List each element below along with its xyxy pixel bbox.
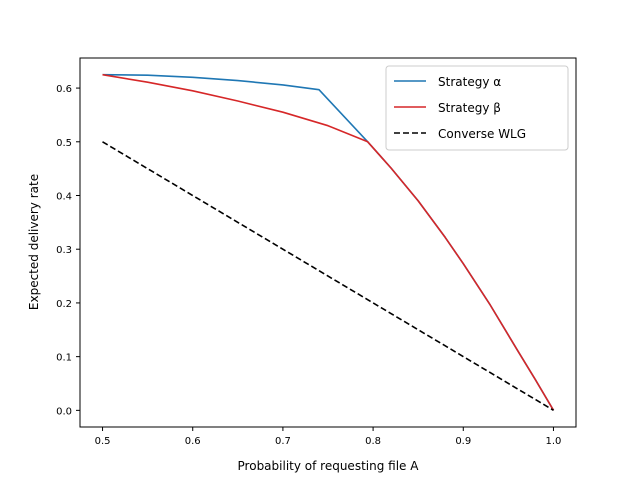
x-axis-label: Probability of requesting file A <box>238 459 420 473</box>
legend-label-1: Strategy α <box>438 75 501 89</box>
plot-frame <box>79 57 577 428</box>
y-tick-label: 0.3 <box>56 245 72 256</box>
series-line-2 <box>102 73 555 411</box>
legend-label-3: Converse WLG <box>438 127 526 141</box>
legend-box <box>385 65 569 151</box>
x-tick-label: 0.9 <box>455 436 471 447</box>
y-tick-label: 0.2 <box>56 299 72 310</box>
x-tick-label: 0.6 <box>185 436 201 447</box>
x-axis: 0.5 0.6 0.7 0.8 0.9 1.0 <box>95 427 562 447</box>
legend-label-2: Strategy β <box>438 101 501 115</box>
y-tick-label: 0.4 <box>56 192 72 203</box>
x-tick-label: 0.7 <box>275 436 291 447</box>
y-tick-label: 0.1 <box>56 353 72 364</box>
legend: Strategy α Strategy β Converse WLG <box>385 65 569 151</box>
y-tick-label: 0.5 <box>56 138 72 149</box>
x-tick-label: 1.0 <box>546 436 562 447</box>
x-tick-label: 0.8 <box>365 436 381 447</box>
series-layer <box>102 73 555 411</box>
y-axis-label: Expected delivery rate <box>27 174 41 310</box>
y-axis: 0.0 0.1 0.2 0.3 0.4 0.5 0.6 <box>56 84 80 417</box>
x-tick-label: 0.5 <box>95 436 111 447</box>
y-tick-label: 0.0 <box>56 406 72 417</box>
series-line-3 <box>102 141 554 411</box>
y-tick-label: 0.6 <box>56 84 72 95</box>
